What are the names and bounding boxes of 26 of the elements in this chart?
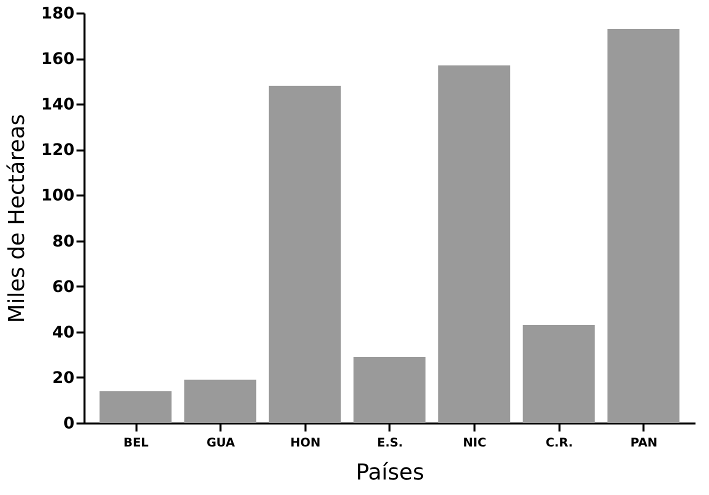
bar (438, 65, 510, 423)
bar (100, 391, 172, 423)
y-tick-label: 120 (41, 140, 74, 160)
x-tick-label: PAN (630, 436, 658, 450)
bar (184, 380, 256, 423)
bar (607, 28, 680, 423)
y-tick-label: 20 (52, 368, 74, 387)
x-tick-label: NIC (462, 436, 486, 450)
x-tick-label: GUA (206, 436, 236, 450)
y-tick-label: 160 (41, 49, 74, 68)
y-tick-label: 40 (52, 322, 74, 342)
y-tick-label: 100 (41, 186, 74, 205)
y-tick-label: 80 (52, 231, 74, 250)
y-tick-label: 0 (63, 414, 74, 432)
y-tick-label: 180 (41, 4, 74, 22)
y-axis-title: Miles de Hectáreas (5, 114, 30, 324)
x-tick-label: C.R. (546, 436, 573, 450)
x-tick-label: HON (290, 436, 320, 450)
y-tick-label: 140 (41, 94, 74, 114)
x-tick-label: BEL (124, 436, 149, 450)
x-axis-title: Países (356, 460, 424, 486)
bar (354, 356, 426, 423)
x-tick-label: E.S. (377, 436, 403, 450)
bar (268, 86, 341, 423)
y-tick-label: 60 (52, 276, 74, 296)
bar (522, 325, 595, 423)
